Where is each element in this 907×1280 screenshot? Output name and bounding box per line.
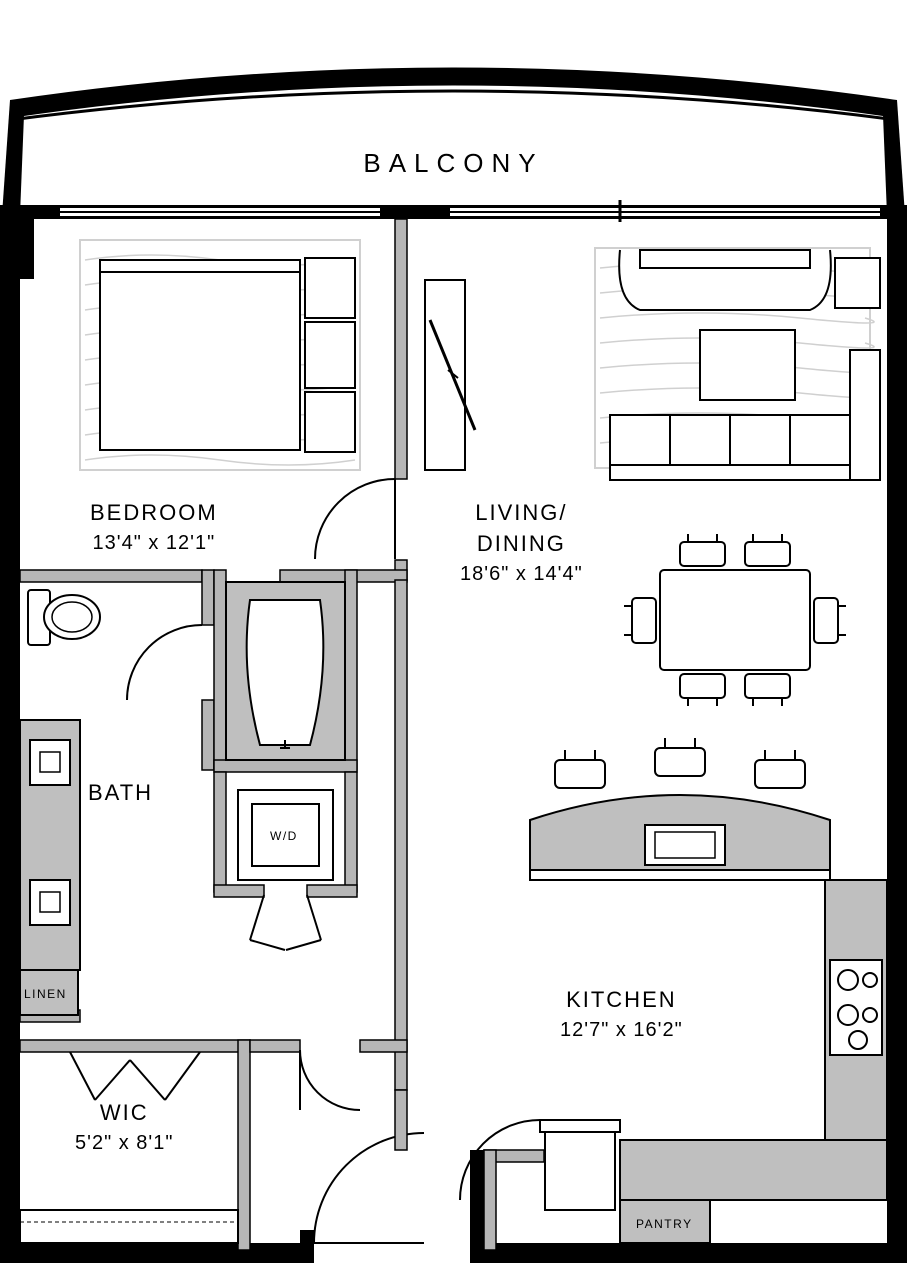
dining-set <box>624 534 846 706</box>
tv-console <box>425 280 465 470</box>
wd-label: W/D <box>270 828 298 845</box>
nightstand-top <box>305 258 355 318</box>
armchair <box>619 250 831 310</box>
floorplan-diagram: BALCONY BEDROOM 13'4" x 12'1" LIVING/ DI… <box>0 0 907 1280</box>
kitchen-counter-bottom <box>620 1140 887 1200</box>
kitchen-label: KITCHEN 12'7" x 16'2" <box>560 985 683 1044</box>
wic-dims: 5'2" x 8'1" <box>75 1129 173 1157</box>
bottom-wall-left <box>0 1243 300 1263</box>
bedroom-name: BEDROOM <box>90 498 218 529</box>
nightstand-bottom <box>305 392 355 452</box>
kitchen-dims: 12'7" x 16'2" <box>560 1016 683 1044</box>
linen-label: LINEN <box>24 986 67 1003</box>
wall-bedroom-bath <box>20 570 202 582</box>
living-label: LIVING/ DINING 18'6" x 14'4" <box>460 498 583 588</box>
kitchen-name: KITCHEN <box>560 985 683 1016</box>
floorplan-svg <box>0 0 907 1280</box>
bath-name: BATH <box>88 778 153 809</box>
bottom-wall-right <box>480 1243 907 1263</box>
wall-bedroom-living <box>395 219 407 479</box>
bath-door-arc <box>127 625 202 700</box>
living-name: LIVING/ DINING <box>460 498 583 560</box>
living-dims: 18'6" x 14'4" <box>460 560 583 588</box>
bed <box>100 260 300 450</box>
pantry-name: PANTRY <box>636 1217 693 1231</box>
linen-name: LINEN <box>24 987 67 1001</box>
coffee-table <box>700 330 795 400</box>
kitchen-island <box>530 738 830 880</box>
wd-name: W/D <box>270 829 298 843</box>
bedroom-door-arc <box>315 479 395 559</box>
right-exterior-wall <box>887 219 907 1249</box>
bedroom-label: BEDROOM 13'4" x 12'1" <box>90 498 218 557</box>
balcony-name: BALCONY <box>363 148 543 178</box>
left-exterior-wall <box>0 219 20 1249</box>
balcony-top-curve <box>10 68 897 119</box>
bath-label: BATH <box>88 778 153 809</box>
bedroom-dims: 13'4" x 12'1" <box>90 529 218 557</box>
pantry-label: PANTRY <box>636 1216 693 1233</box>
wall-hall-living <box>395 580 407 1090</box>
wic-label: WIC 5'2" x 8'1" <box>75 1098 173 1157</box>
side-table <box>835 258 880 308</box>
balcony-label: BALCONY <box>0 145 907 181</box>
wic-name: WIC <box>75 1098 173 1129</box>
